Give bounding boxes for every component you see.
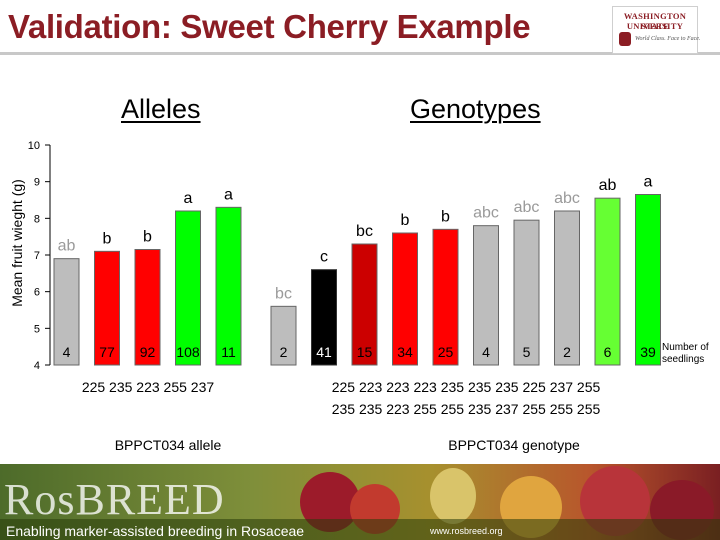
sample-count-label: 6 [604,344,612,360]
significance-letter: a [644,174,653,191]
bar [94,250,120,366]
sample-count-label: 39 [640,344,656,360]
footer-tagline: Enabling marker-assisted breeding in Ros… [6,523,305,539]
y-tick-label: 10 [28,140,40,152]
allele-group-labels: 225 235 223 255 237 [82,379,215,395]
sample-count-label: 34 [397,344,413,360]
bar [311,269,337,366]
bar [513,219,540,366]
significance-letter: b [401,212,410,229]
y-tick-label: 6 [34,287,40,299]
bar [270,305,297,366]
y-tick-label: 7 [34,250,40,262]
rosbreed-wordmark: RosBREED [4,475,225,524]
logo-tagline: World Class. Face to Face. [635,36,701,42]
genotype-group-labels-row2: 235 235 223 255 255 235 237 255 255 255 [332,401,601,417]
y-tick-label: 5 [34,323,40,335]
count-label-line1: Number of [662,342,709,353]
sample-count-label: 77 [99,344,115,360]
significance-letter: ab [599,177,617,194]
significance-letter: b [441,208,450,225]
significance-letter: c [320,249,328,266]
logo-text-line2: UNIVERSITY [626,21,684,31]
sample-count-label: 41 [316,344,332,360]
significance-letter: b [103,230,112,247]
fruit-weight-bar-chart: Mean fruit wieght (g) Number of seedling… [9,140,709,453]
sample-count-label: 4 [482,344,490,360]
significance-letter: bc [356,223,373,240]
rosbreed-footer-banner: RosBREED Enabling marker-assisted breedi… [0,464,720,540]
university-logo: WASHINGTON STATE UNIVERSITY World Class.… [612,6,701,54]
seal-icon [619,32,631,46]
genotype-group-labels-row1: 225 223 223 223 235 235 235 225 237 255 [332,379,601,395]
significance-letter: abc [554,190,580,207]
significance-letter: abc [514,199,540,216]
y-axis-label: Mean fruit wieght (g) [9,179,25,307]
alleles-heading: Alleles [121,94,201,124]
y-tick-label: 8 [34,213,40,225]
logo-text-line1: WASHINGTON STATE [623,11,687,31]
significance-letter: b [143,229,152,246]
sample-count-label: 25 [438,344,454,360]
slide-title: Validation: Sweet Cherry Example [8,8,531,45]
y-tick-label: 4 [34,360,40,372]
bar [392,232,418,366]
significance-letter: bc [275,285,292,302]
sample-count-label: 4 [63,344,71,360]
significance-letter: ab [58,238,76,255]
sample-count-label: 92 [140,344,156,360]
title-divider [0,52,720,55]
genotypes-heading: Genotypes [410,94,541,124]
sample-count-label: 15 [357,344,373,360]
sample-count-label: 2 [563,344,571,360]
bar [554,210,580,366]
sample-count-label: 11 [221,344,236,360]
allele-axis-title: BPPCT034 allele [115,437,222,453]
bar [351,243,378,366]
genotype-axis-title: BPPCT034 genotype [448,437,580,453]
significance-letter: a [224,186,233,203]
bar [53,258,80,366]
bar [594,197,621,366]
significance-letter: abc [473,205,499,222]
count-label-line2: seedlings [662,354,704,365]
bar [134,249,161,366]
bar [473,225,499,366]
significance-letter: a [184,190,193,207]
sample-count-label: 2 [280,344,288,360]
sample-count-label: 108 [176,344,200,360]
bar [215,206,242,366]
bar [635,194,661,366]
footer-url: www.rosbreed.org [430,526,503,536]
y-tick-label: 9 [34,177,40,189]
footer-caption-bar [0,519,720,540]
bar [175,210,201,366]
fruit-image [430,468,476,524]
sample-count-label: 5 [523,344,531,360]
bar [432,228,459,366]
